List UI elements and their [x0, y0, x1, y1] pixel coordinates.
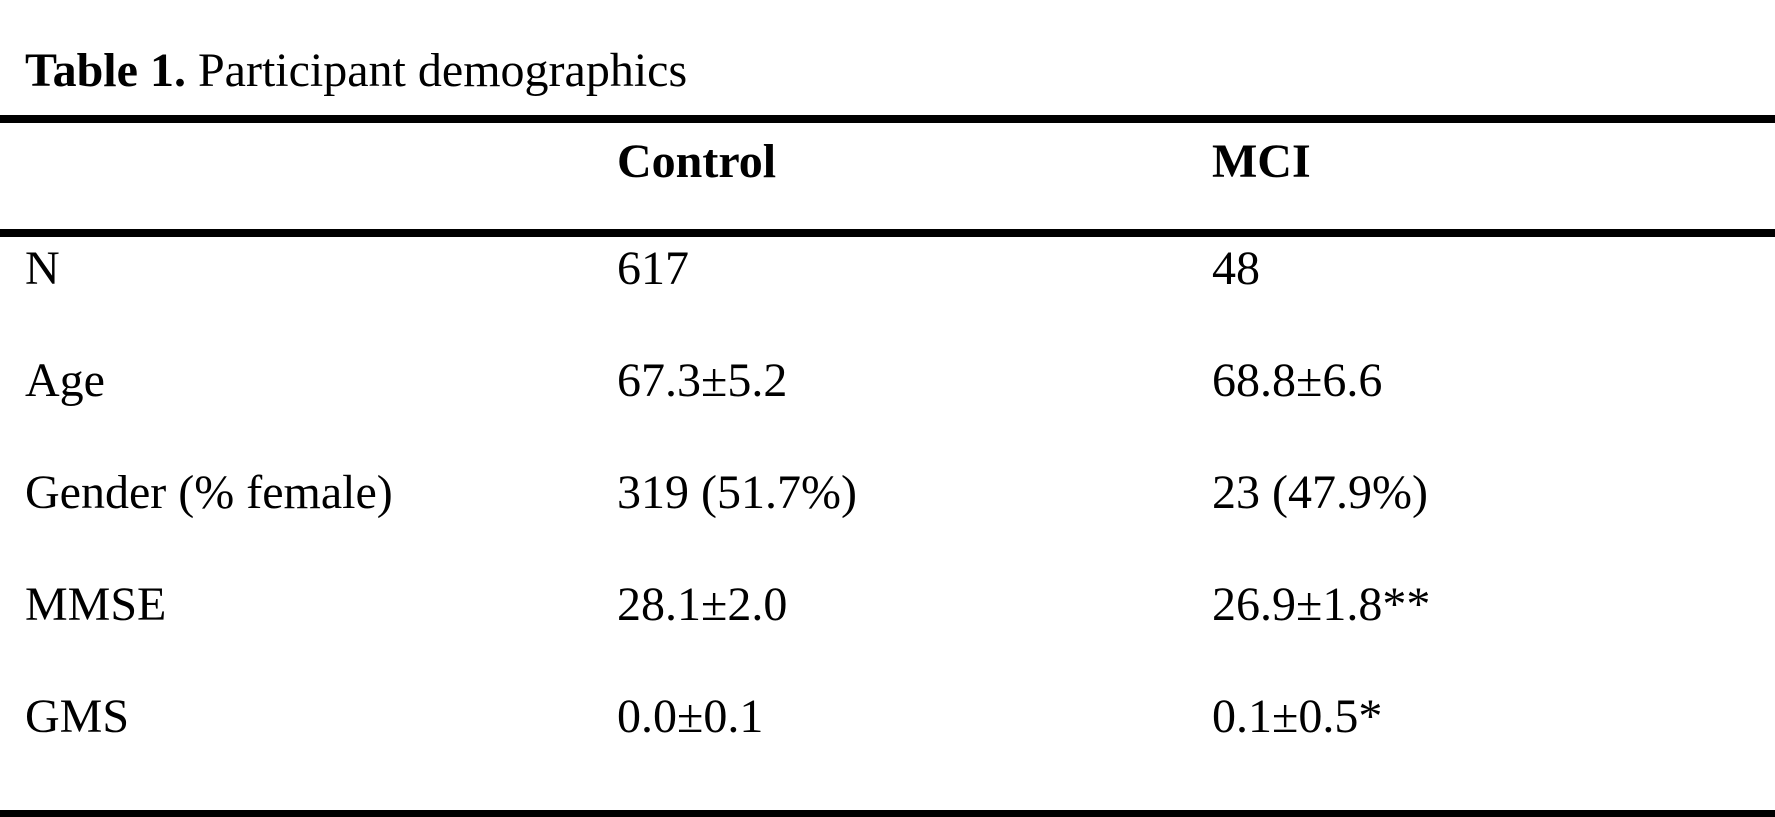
cell-mci: 0.1±0.5*: [1212, 690, 1383, 743]
column-header-control: Control: [617, 135, 777, 188]
table-caption: Table 1. Participant demographics: [25, 47, 687, 95]
table-row-age: Age 67.3±5.2 68.8±6.6: [0, 357, 1775, 407]
cell-mci: 68.8±6.6: [1212, 354, 1383, 407]
row-label: MMSE: [25, 578, 167, 631]
table-header-rule: [0, 229, 1775, 237]
column-header-mci: MCI: [1212, 135, 1311, 188]
table-top-rule: [0, 115, 1775, 123]
cell-control: 319 (51.7%): [617, 466, 857, 519]
table-row-n: N 617 48: [0, 245, 1775, 295]
cell-mci: 23 (47.9%): [1212, 466, 1428, 519]
cell-control: 28.1±2.0: [617, 578, 788, 631]
table-caption-title: Participant demographics: [197, 44, 688, 97]
cell-control: 67.3±5.2: [617, 354, 788, 407]
row-label: GMS: [25, 690, 130, 743]
row-label: Gender (% female): [25, 466, 393, 519]
cell-mci: 26.9±1.8**: [1212, 578, 1431, 631]
table-bottom-rule: [0, 810, 1775, 817]
cell-mci: 48: [1212, 242, 1260, 295]
cell-control: 0.0±0.1: [617, 690, 764, 743]
table-row-gender: Gender (% female) 319 (51.7%) 23 (47.9%): [0, 469, 1775, 519]
table-row-mmse: MMSE 28.1±2.0 26.9±1.8**: [0, 581, 1775, 631]
table-caption-number: Table 1.: [25, 44, 186, 97]
table-row-gms: GMS 0.0±0.1 0.1±0.5*: [0, 693, 1775, 743]
row-label: N: [25, 242, 60, 295]
row-label: Age: [25, 354, 105, 407]
table-header-row: Control MCI: [0, 138, 1775, 188]
cell-control: 617: [617, 242, 689, 295]
